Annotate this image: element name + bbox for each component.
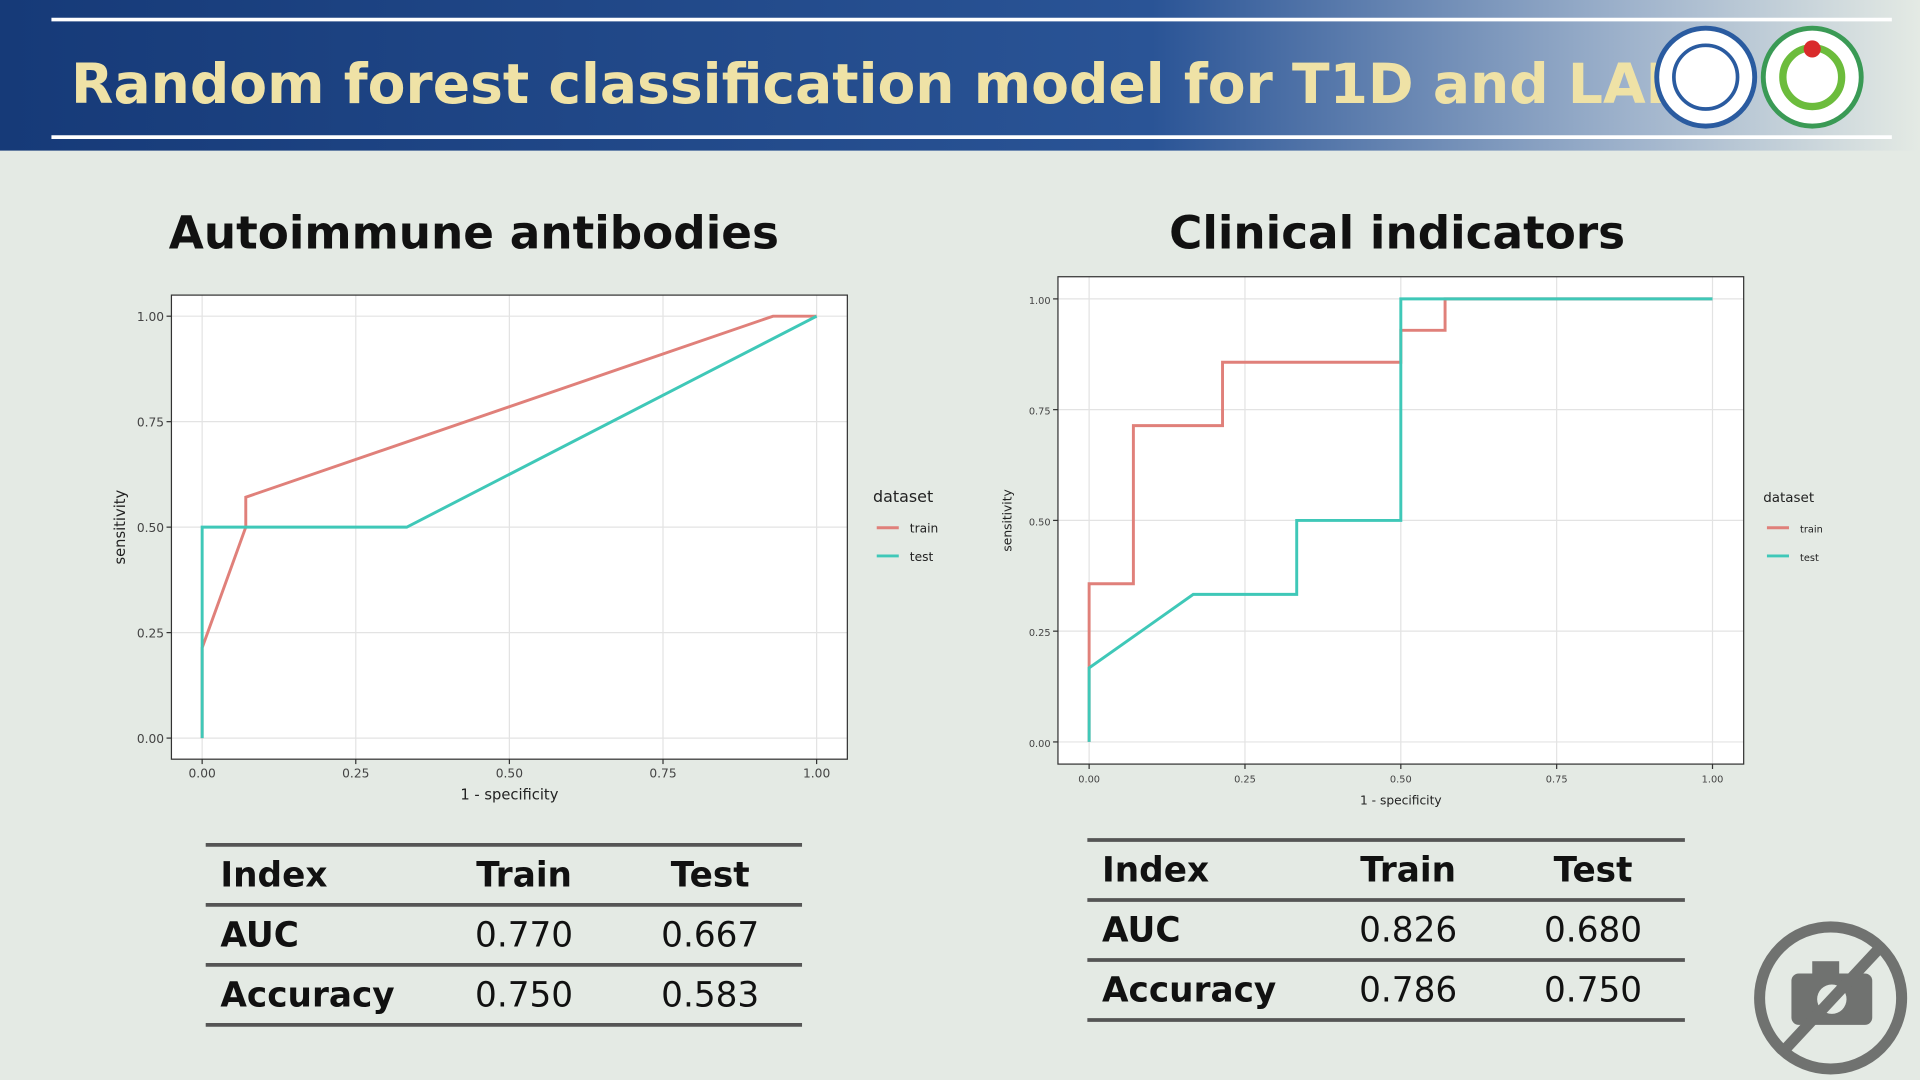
x-tick-label: 0.50 bbox=[496, 767, 523, 781]
logo bbox=[1760, 25, 1864, 129]
x-tick-label: 0.75 bbox=[1546, 774, 1568, 785]
x-tick-label: 1.00 bbox=[1702, 774, 1724, 785]
roc-line bbox=[1087, 297, 1713, 742]
legend-label: test bbox=[1800, 553, 1819, 564]
table-header-cell: Index bbox=[220, 856, 327, 896]
legend-label: test bbox=[910, 550, 934, 564]
y-axis-label: sensitivity bbox=[112, 489, 129, 564]
x-tick-label: 0.25 bbox=[1234, 774, 1256, 785]
table-cell: 0.750 bbox=[1544, 971, 1642, 1011]
y-tick-label: 0.50 bbox=[1029, 517, 1051, 528]
chart-title: Clinical indicators bbox=[1169, 207, 1625, 260]
y-tick-label: 0.00 bbox=[137, 732, 164, 746]
y-tick-label: 0.25 bbox=[137, 627, 164, 641]
table-cell: 0.750 bbox=[475, 976, 573, 1016]
x-tick-label: 0.75 bbox=[649, 767, 676, 781]
plot-border bbox=[1057, 276, 1745, 765]
x-tick-label: 0.00 bbox=[1078, 774, 1100, 785]
table-cell: AUC bbox=[220, 916, 298, 956]
legend-title: dataset bbox=[873, 487, 933, 506]
legend-label: train bbox=[1800, 525, 1823, 536]
x-tick-label: 0.25 bbox=[342, 767, 369, 781]
table-header-cell: Test bbox=[1554, 851, 1633, 891]
y-tick-label: 0.50 bbox=[137, 521, 164, 535]
x-tick-label: 1.00 bbox=[803, 767, 830, 781]
y-tick-label: 0.75 bbox=[1029, 407, 1051, 418]
table-cell: 0.770 bbox=[475, 916, 573, 956]
table-cell: 0.786 bbox=[1359, 971, 1457, 1011]
table-cell: Accuracy bbox=[1102, 971, 1276, 1011]
no-camera-icon bbox=[1754, 921, 1908, 1075]
header-band bbox=[0, 0, 1920, 151]
roc-line bbox=[200, 314, 818, 739]
table-header-cell: Train bbox=[476, 856, 572, 896]
roc-line bbox=[1087, 297, 1713, 742]
y-tick-label: 0.75 bbox=[137, 416, 164, 430]
table-cell: 0.667 bbox=[661, 916, 759, 956]
logo bbox=[1654, 25, 1758, 129]
table-header-cell: Index bbox=[1102, 851, 1209, 891]
y-tick-label: 1.00 bbox=[1029, 296, 1051, 307]
x-tick-label: 0.00 bbox=[189, 767, 216, 781]
table-header-cell: Test bbox=[671, 856, 750, 896]
x-axis-label: 1 - specificity bbox=[1360, 793, 1442, 807]
chart-title: Autoimmune antibodies bbox=[169, 207, 779, 260]
slide-title: Random forest classification model for T… bbox=[71, 52, 1734, 116]
table-cell: 0.826 bbox=[1359, 911, 1457, 951]
table-cell: 0.680 bbox=[1544, 911, 1642, 951]
x-tick-label: 0.50 bbox=[1390, 774, 1412, 785]
plot-border bbox=[170, 294, 848, 760]
y-tick-label: 0.00 bbox=[1029, 739, 1051, 750]
legend-label: train bbox=[910, 522, 938, 536]
y-tick-label: 1.00 bbox=[137, 310, 164, 324]
table-cell: 0.583 bbox=[661, 976, 759, 1016]
y-tick-label: 0.25 bbox=[1029, 628, 1051, 639]
x-axis-label: 1 - specificity bbox=[460, 787, 558, 804]
table-cell: AUC bbox=[1102, 911, 1180, 951]
y-axis-label: sensitivity bbox=[1000, 489, 1014, 551]
legend-title: dataset bbox=[1763, 491, 1814, 506]
table-cell: Accuracy bbox=[220, 976, 394, 1016]
table-header-cell: Train bbox=[1360, 851, 1456, 891]
